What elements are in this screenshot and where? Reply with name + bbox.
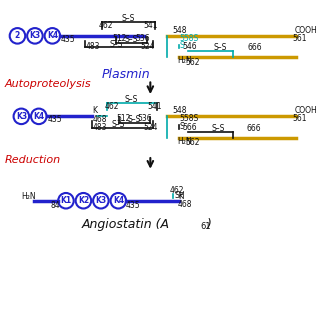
- Text: Reduction: Reduction: [5, 155, 61, 165]
- Text: 435: 435: [126, 201, 141, 210]
- Text: 666: 666: [247, 44, 262, 52]
- Text: 84: 84: [51, 201, 60, 210]
- Text: SH: SH: [175, 191, 185, 200]
- Text: K3: K3: [29, 31, 40, 40]
- Text: 524: 524: [144, 123, 158, 132]
- Text: Autoproteolysis: Autoproteolysis: [5, 79, 92, 89]
- Text: H₂N: H₂N: [178, 137, 192, 146]
- Text: 435: 435: [48, 115, 62, 124]
- Text: 541: 541: [144, 21, 158, 30]
- Text: 483: 483: [92, 123, 107, 132]
- Text: 483: 483: [85, 43, 100, 52]
- Text: K: K: [179, 192, 183, 201]
- Text: S–S: S–S: [212, 124, 225, 133]
- Text: K4: K4: [33, 112, 44, 121]
- Text: 541: 541: [148, 101, 162, 111]
- Text: 512: 512: [116, 114, 131, 123]
- Text: S–S: S–S: [109, 40, 123, 49]
- Text: 524: 524: [140, 43, 155, 52]
- Text: 512: 512: [113, 34, 127, 43]
- Text: ): ): [207, 219, 212, 231]
- Text: 566: 566: [182, 123, 197, 132]
- Text: 562: 562: [185, 139, 200, 148]
- Text: K2: K2: [78, 196, 89, 205]
- Text: 546: 546: [182, 43, 197, 52]
- Text: 561: 561: [292, 34, 307, 43]
- Text: Plasmin: Plasmin: [102, 68, 150, 81]
- Text: H₂N: H₂N: [178, 56, 192, 65]
- Text: Angiostatin (A: Angiostatin (A: [82, 219, 170, 231]
- Text: K4: K4: [113, 196, 124, 205]
- Text: 462: 462: [105, 101, 119, 111]
- Text: S–S: S–S: [124, 35, 138, 44]
- Text: 562: 562: [185, 58, 200, 67]
- Text: 548: 548: [173, 26, 187, 35]
- Text: 61: 61: [201, 222, 212, 231]
- Text: K3: K3: [16, 112, 27, 121]
- Text: S–S: S–S: [112, 120, 125, 129]
- Text: 435: 435: [61, 35, 76, 44]
- Text: 468: 468: [92, 115, 107, 124]
- Text: 468: 468: [178, 200, 192, 209]
- Text: 561: 561: [292, 114, 307, 123]
- Text: 462: 462: [99, 21, 113, 30]
- Text: 666: 666: [246, 124, 261, 133]
- Text: S: S: [180, 122, 184, 131]
- Text: 548: 548: [173, 107, 187, 116]
- Text: 2: 2: [15, 31, 20, 40]
- Text: 558S: 558S: [180, 34, 199, 43]
- Text: H₂N: H₂N: [21, 192, 36, 201]
- Text: COOH: COOH: [295, 26, 318, 35]
- Text: K3: K3: [95, 196, 107, 205]
- Text: 536: 536: [136, 34, 150, 43]
- Text: K1: K1: [60, 196, 71, 205]
- Text: K: K: [92, 107, 97, 116]
- Text: K4: K4: [47, 31, 58, 40]
- Text: S–S: S–S: [121, 14, 135, 23]
- Text: S–S: S–S: [213, 44, 227, 52]
- Text: S–S: S–S: [124, 95, 138, 104]
- Text: 536: 536: [138, 114, 152, 123]
- Text: COOH: COOH: [295, 107, 318, 116]
- Text: 558S: 558S: [180, 114, 199, 123]
- Text: S: S: [180, 42, 184, 51]
- Text: 462: 462: [170, 186, 184, 195]
- Text: S–S: S–S: [127, 115, 140, 124]
